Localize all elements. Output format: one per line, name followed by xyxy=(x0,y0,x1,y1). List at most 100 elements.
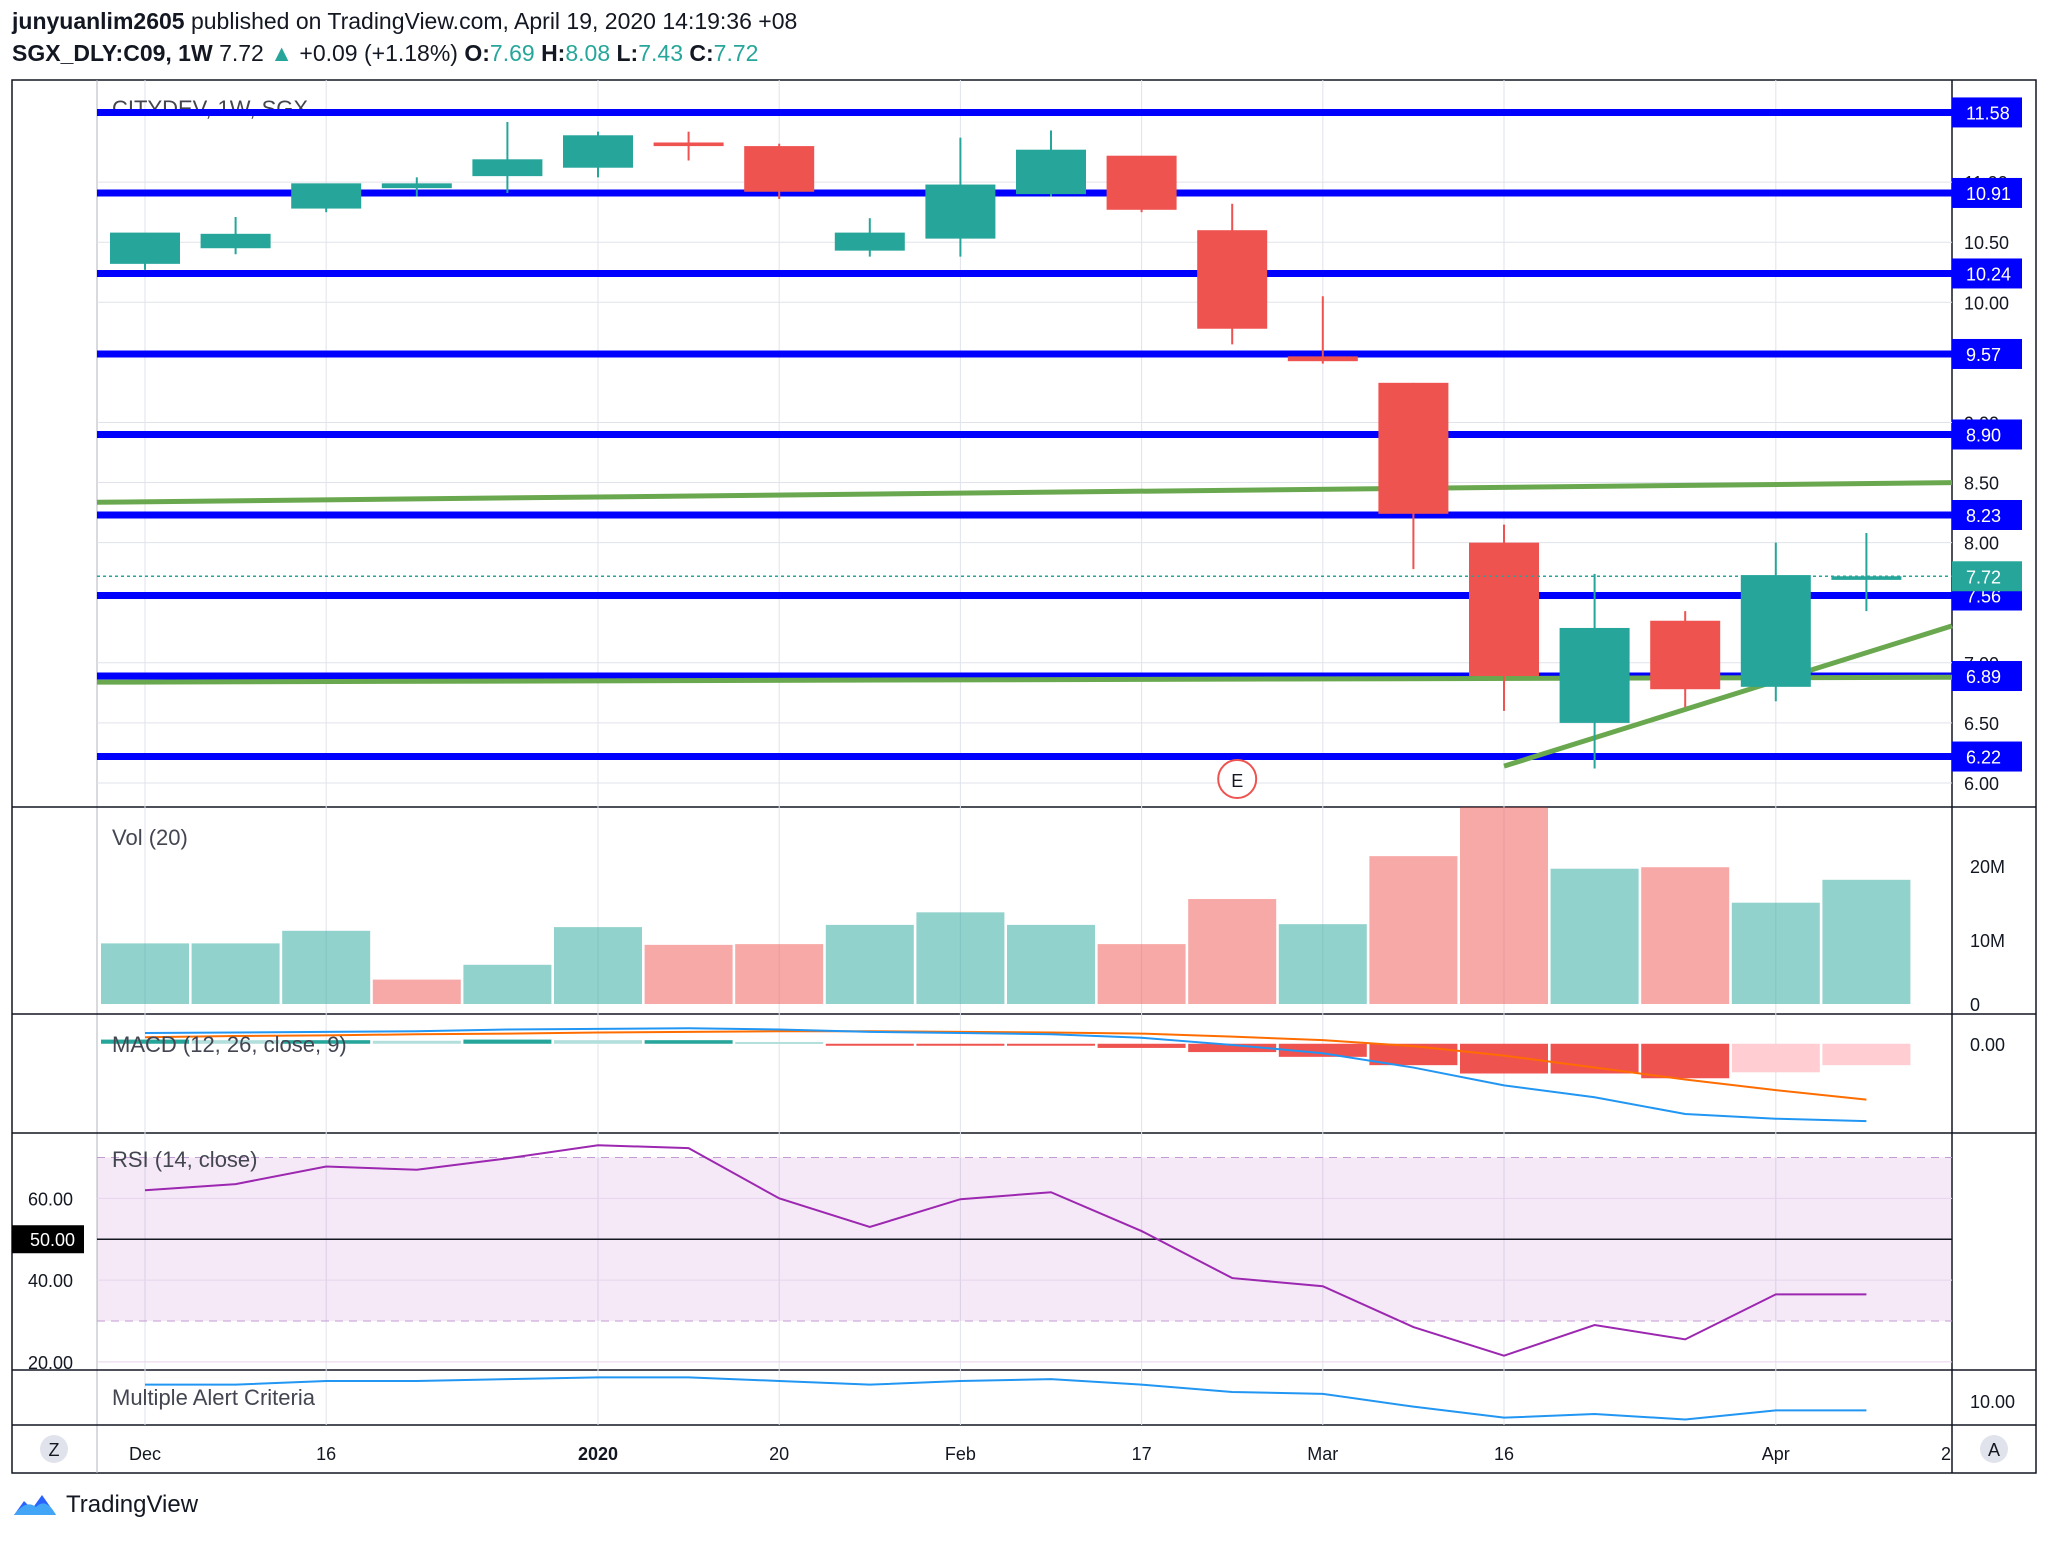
trend-line[interactable] xyxy=(96,674,1953,685)
candle-body[interactable] xyxy=(744,146,815,192)
volume-bar[interactable] xyxy=(1731,902,1820,1004)
trend-line[interactable] xyxy=(96,480,1953,505)
author-name[interactable]: junyuanlim2605 xyxy=(12,8,185,34)
level-price-label: 11.58 xyxy=(1966,103,2010,123)
macd-histogram-bar[interactable] xyxy=(1097,1043,1186,1048)
candle-body[interactable] xyxy=(381,183,452,189)
volume-bar[interactable] xyxy=(1007,924,1095,1004)
volume-bar[interactable] xyxy=(554,927,642,1004)
candle-body[interactable] xyxy=(1287,356,1358,362)
auto-scale-button[interactable] xyxy=(1980,1435,2008,1463)
publish-info: published on TradingView.com, April 19, … xyxy=(190,8,798,34)
volume-bar[interactable] xyxy=(1460,807,1548,1004)
macd-histogram-bar[interactable] xyxy=(916,1043,1005,1046)
candle-body[interactable] xyxy=(1559,627,1630,723)
volume-bar[interactable] xyxy=(916,912,1005,1004)
rsi-tick-label: 20.00 xyxy=(28,1353,73,1373)
time-tick-label: 2 xyxy=(1941,1444,1951,1464)
macd-histogram-bar[interactable] xyxy=(1822,1043,1911,1066)
chart-canvas[interactable]: 6.006.507.008.008.509.0010.0010.5011.00C… xyxy=(0,0,2048,1490)
last-price: 7.72 xyxy=(219,40,264,66)
macd-histogram-bar[interactable] xyxy=(1007,1043,1095,1046)
level-price-tag xyxy=(1952,177,2022,208)
volume-bar[interactable] xyxy=(372,979,461,1004)
macd-title: MACD (12, 26, close, 9) xyxy=(112,1032,347,1057)
volume-bar[interactable] xyxy=(282,930,371,1004)
candle-body[interactable] xyxy=(1106,155,1177,210)
macd-histogram-bar[interactable] xyxy=(282,1040,371,1044)
volume-bar[interactable] xyxy=(101,943,189,1004)
candle-body[interactable] xyxy=(1740,575,1811,687)
volume-bar[interactable] xyxy=(191,943,280,1004)
volume-bar[interactable] xyxy=(1097,944,1186,1004)
volume-bar[interactable] xyxy=(735,944,824,1004)
open-label: O: xyxy=(464,40,490,66)
macd-histogram-bar[interactable] xyxy=(735,1041,824,1044)
earnings-event-label: E xyxy=(1231,771,1243,791)
up-arrow-icon: ▲ xyxy=(270,40,293,66)
volume-bar[interactable] xyxy=(1822,879,1911,1004)
price-tick-label: 8.50 xyxy=(1964,474,1999,494)
brand-name[interactable]: TradingView xyxy=(66,1491,199,1518)
time-tick-label: 2020 xyxy=(578,1444,618,1464)
candle-body[interactable] xyxy=(1831,576,1902,580)
candle-body[interactable] xyxy=(834,232,905,251)
earnings-event-icon[interactable] xyxy=(1217,759,1258,799)
volume-bar[interactable] xyxy=(463,964,552,1004)
candle-body[interactable] xyxy=(110,232,180,264)
candle-body[interactable] xyxy=(291,183,362,209)
macd-histogram-bar[interactable] xyxy=(1278,1043,1367,1057)
candle-body[interactable] xyxy=(1378,382,1449,514)
macd-histogram-bar[interactable] xyxy=(825,1043,914,1046)
macd-histogram-bar[interactable] xyxy=(1460,1043,1548,1074)
level-price-label: 8.90 xyxy=(1966,425,2001,445)
candle-body[interactable] xyxy=(472,159,543,177)
rsi-tick-label: 40.00 xyxy=(28,1271,73,1291)
level-price-tag xyxy=(1952,741,2022,772)
candle-body[interactable] xyxy=(653,142,724,147)
volume-bar[interactable] xyxy=(1278,924,1367,1004)
timezone-button-label: Z xyxy=(49,1440,60,1460)
candle-body[interactable] xyxy=(925,184,996,239)
macd-histogram-bar[interactable] xyxy=(191,1040,280,1044)
candle-body[interactable] xyxy=(200,233,271,249)
candle-body[interactable] xyxy=(1469,542,1539,677)
macd-histogram-bar[interactable] xyxy=(372,1040,461,1044)
alert-criteria-title: Multiple Alert Criteria xyxy=(112,1385,316,1410)
high-label: H: xyxy=(541,40,566,66)
rsi-line[interactable] xyxy=(144,1144,1867,1357)
symbol-name[interactable]: SGX_DLY:C09, 1W xyxy=(12,40,213,66)
candle-body[interactable] xyxy=(563,135,633,168)
time-tick-label: Apr xyxy=(1762,1444,1790,1464)
candle-body[interactable] xyxy=(1650,620,1721,690)
time-tick-label: Mar xyxy=(1307,1444,1338,1464)
macd-histogram-bar[interactable] xyxy=(463,1039,552,1044)
macd-histogram-bar[interactable] xyxy=(554,1040,642,1044)
alert-criteria-line[interactable] xyxy=(145,1376,1867,1421)
macd-signal-line[interactable] xyxy=(144,1030,1867,1101)
volume-bar[interactable] xyxy=(1369,856,1458,1004)
candle-body[interactable] xyxy=(1197,230,1268,329)
volume-bar[interactable] xyxy=(1641,867,1730,1004)
volume-bar[interactable] xyxy=(825,924,914,1004)
volume-bar[interactable] xyxy=(1550,868,1639,1004)
level-price-tag xyxy=(1952,499,2022,530)
macd-histogram-bar[interactable] xyxy=(644,1040,733,1044)
timezone-button[interactable] xyxy=(40,1435,68,1463)
volume-bar[interactable] xyxy=(644,944,733,1004)
level-price-tag xyxy=(1952,419,2022,450)
level-price-tag xyxy=(1952,258,2022,289)
macd-histogram-bar[interactable] xyxy=(1641,1043,1730,1079)
macd-histogram-bar[interactable] xyxy=(1550,1043,1639,1074)
macd-histogram-bar[interactable] xyxy=(1731,1043,1820,1073)
volume-tick-label: 10M xyxy=(1970,931,2005,951)
chart-watermark: CITYDEV, 1W, SGX xyxy=(112,96,308,121)
volume-bar[interactable] xyxy=(1188,899,1277,1004)
last-price-tag xyxy=(1952,561,2022,592)
macd-histogram-bar[interactable] xyxy=(1188,1043,1277,1053)
trend-line[interactable] xyxy=(1503,623,1953,769)
macd-line[interactable] xyxy=(144,1027,1867,1123)
close-label: C: xyxy=(689,40,714,66)
macd-histogram-bar[interactable] xyxy=(101,1039,189,1044)
candle-body[interactable] xyxy=(1016,149,1086,195)
